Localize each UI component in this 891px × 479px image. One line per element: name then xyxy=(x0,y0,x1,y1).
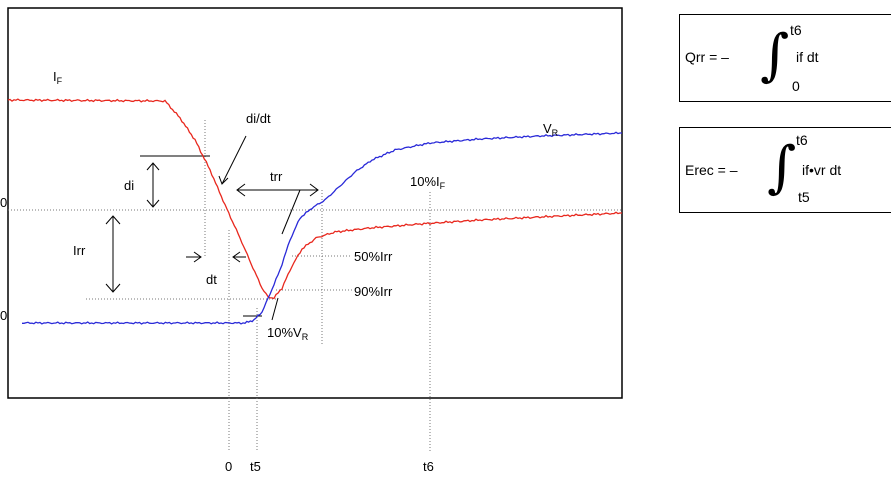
erec-upper-limit: t6 xyxy=(796,132,808,148)
erec-lhs: Erec = – xyxy=(685,162,738,178)
pct10-if-label: 10%IF xyxy=(410,174,446,191)
reverse-voltage-trace xyxy=(22,131,622,325)
qrr-lhs: Qrr = – xyxy=(685,49,729,65)
pct90-irr-label: 90%Irr xyxy=(354,284,393,299)
dt-left-arrow xyxy=(186,251,202,263)
qrr-upper-limit: t6 xyxy=(790,22,802,38)
pct50-irr-label: 50%Irr xyxy=(354,249,393,264)
if-label: IF xyxy=(53,69,63,86)
erec-integral-sign: ∫ xyxy=(767,135,797,200)
forward-current-trace xyxy=(7,98,622,300)
vr-slope-guide xyxy=(281,189,301,235)
irr-arrow xyxy=(105,215,121,293)
axis-label-t5: t5 xyxy=(250,459,261,474)
erec-formula-box: Erec = – ∫ t6 if•vr dt t5 xyxy=(679,127,891,213)
pct10-vr-label: 10%VR xyxy=(267,325,309,342)
dt-right-arrow xyxy=(232,251,246,263)
qrr-formula-box: Qrr = – ∫ t6 if dt 0 xyxy=(679,14,891,102)
left-tick-upper: 0 xyxy=(0,195,7,210)
plot-frame xyxy=(7,7,623,399)
erec-integrand: if•vr dt xyxy=(802,162,842,178)
di-dt-pointer xyxy=(218,135,247,185)
axis-label-zero: 0 xyxy=(225,459,232,474)
qrr-integrand: if dt xyxy=(796,49,819,65)
irr-label: Irr xyxy=(73,243,86,258)
qrr-lower-limit: 0 xyxy=(792,78,800,94)
di-arrow xyxy=(146,162,160,208)
axis-label-t6: t6 xyxy=(423,459,434,474)
erec-lower-limit: t5 xyxy=(798,189,810,205)
di-label: di xyxy=(124,178,134,193)
vr-label: VR xyxy=(543,121,559,138)
pct10-vr-pointer xyxy=(271,297,279,321)
left-tick-lower: 0 xyxy=(0,308,7,323)
qrr-integral-sign: ∫ xyxy=(760,23,790,88)
dt-label: dt xyxy=(206,272,217,287)
trr-label: trr xyxy=(270,169,283,184)
di-dt-label: di/dt xyxy=(246,111,271,126)
trr-arrow xyxy=(236,183,319,197)
